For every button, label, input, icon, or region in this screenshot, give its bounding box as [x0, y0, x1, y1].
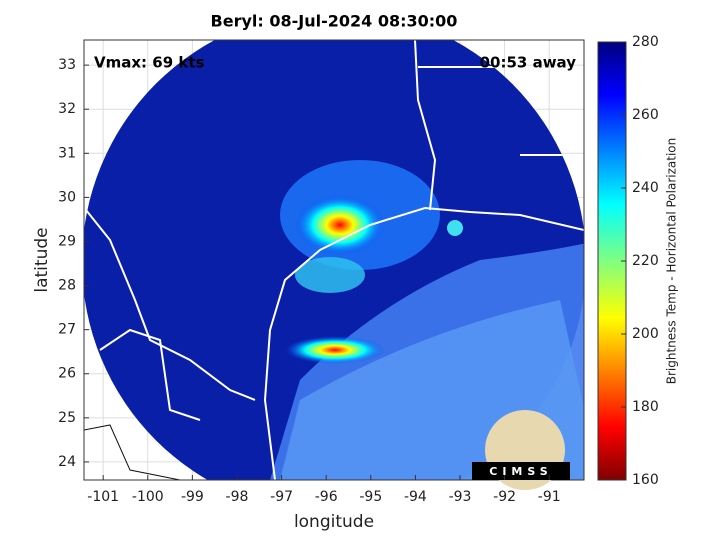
- x-tick-label: -96: [315, 489, 338, 505]
- colorbar-label: Brightness Temp - Horizontal Polarizatio…: [665, 138, 679, 385]
- annotation: 00:53 away: [480, 54, 577, 72]
- cloud-band: [295, 195, 385, 255]
- y-tick-label: 29: [58, 233, 76, 249]
- x-tick-label: -94: [404, 489, 427, 505]
- colorbar-tick-label: 280: [632, 34, 659, 50]
- x-tick-label: -93: [449, 489, 472, 505]
- state-line: [414, 40, 437, 211]
- y-tick-label: 31: [58, 145, 76, 161]
- x-tick-label: -98: [226, 489, 249, 505]
- y-axis-label: latitude: [32, 227, 52, 292]
- x-axis-label: longitude: [294, 512, 374, 532]
- colorbar-tick-label: 220: [632, 253, 659, 269]
- border-line: [85, 209, 256, 401]
- plot-frame: [83, 39, 585, 481]
- chart-title: Beryl: 08-Jul-2024 08:30:00: [211, 12, 458, 31]
- coastline: [263, 206, 584, 480]
- logo: CIMSS: [472, 410, 570, 490]
- colorbar-tick-label: 240: [632, 180, 659, 196]
- annotation: Vmax: 69 kts: [94, 54, 204, 72]
- colorbar-tick-label: 260: [632, 107, 659, 123]
- colorbar-tick-label: 200: [632, 326, 659, 342]
- cell: [447, 220, 463, 236]
- logo-bar: [472, 462, 570, 480]
- y-tick-label: 26: [58, 366, 76, 382]
- x-tick-label: -91: [538, 489, 561, 505]
- y-tick-label: 32: [58, 101, 76, 117]
- colorbar-tick-label: 160: [632, 472, 659, 488]
- y-tick-label: 24: [58, 454, 76, 470]
- x-tick-label: -97: [270, 489, 293, 505]
- x-tick-label: -95: [359, 489, 382, 505]
- y-tick-label: 33: [58, 57, 76, 73]
- y-tick-label: 30: [58, 189, 76, 205]
- cloud-band: [295, 257, 365, 293]
- country-border: [84, 424, 181, 480]
- plot-area: CIMSS Vmax: 69 kts 00:53 away: [83, 39, 585, 490]
- x-tick-label: -92: [493, 489, 516, 505]
- x-tick-label: -99: [181, 489, 204, 505]
- y-tick-label: 27: [58, 322, 76, 338]
- y-tick-label: 28: [58, 278, 76, 294]
- rain-band: [285, 336, 385, 364]
- state-line: [418, 66, 584, 156]
- colorbar-tick-label: 180: [632, 399, 659, 415]
- x-tick-label: -100: [132, 489, 164, 505]
- y-tick-label: 25: [58, 410, 76, 426]
- border-line: [99, 328, 201, 421]
- x-tick-label: -101: [87, 489, 119, 505]
- logo-text: CIMSS: [489, 465, 552, 478]
